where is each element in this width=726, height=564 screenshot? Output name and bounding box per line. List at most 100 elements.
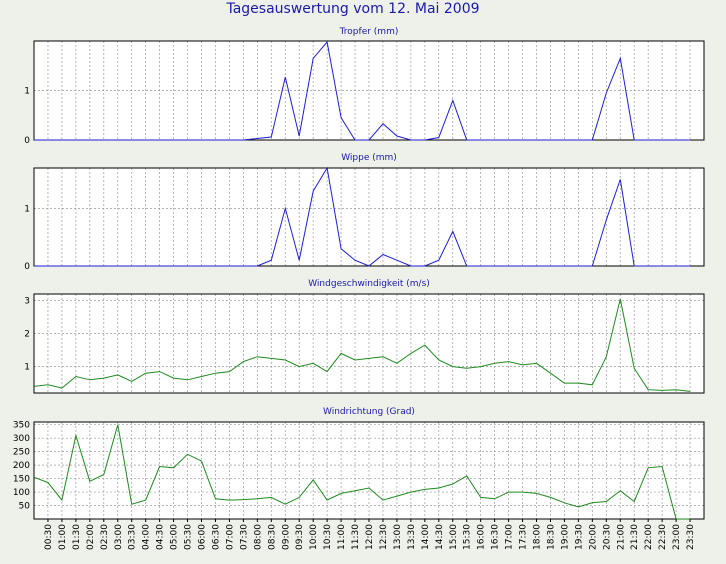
data-point (577, 265, 579, 267)
data-point (186, 139, 188, 141)
y-tick-label: 2 (24, 330, 30, 340)
x-tick-label: 08:30 (267, 524, 277, 550)
data-point (619, 178, 621, 180)
data-point (591, 139, 593, 141)
x-tick-label: 23:30 (686, 524, 696, 550)
data-point (521, 265, 523, 267)
data-point (493, 265, 495, 267)
data-point (591, 502, 593, 504)
series-line (33, 298, 691, 392)
data-point (256, 137, 258, 139)
y-tick-label: 1 (24, 204, 30, 214)
data-point (144, 372, 146, 374)
y-tick-label: 0 (24, 262, 30, 272)
data-point (326, 41, 328, 43)
data-point (61, 139, 63, 141)
data-point (633, 265, 635, 267)
data-point (507, 265, 509, 267)
data-point (507, 491, 509, 493)
data-point (242, 265, 244, 267)
data-point (438, 359, 440, 361)
data-point (186, 453, 188, 455)
data-point (424, 344, 426, 346)
x-tick-label: 04:30 (156, 524, 166, 550)
x-tick-label: 12:30 (379, 524, 389, 550)
data-point (619, 298, 621, 300)
data-point (284, 503, 286, 505)
data-point (270, 357, 272, 359)
data-point (312, 362, 314, 364)
data-point (396, 259, 398, 261)
x-tick-label: 04:00 (142, 524, 152, 550)
data-point (396, 135, 398, 137)
data-point (661, 465, 663, 467)
data-point (563, 265, 565, 267)
x-tick-label: 09:00 (281, 524, 291, 550)
data-point (382, 499, 384, 501)
data-point (382, 356, 384, 358)
data-point (577, 382, 579, 384)
plot-frame (33, 293, 705, 394)
x-tick-label: 20:00 (588, 524, 598, 550)
data-point (172, 265, 174, 267)
chart-panel-2: Wippe (mm) 0 1 (24, 153, 705, 272)
data-point (270, 259, 272, 261)
data-point (186, 379, 188, 381)
data-point (368, 139, 370, 141)
data-point (228, 370, 230, 372)
x-tick-label: 21:00 (616, 524, 626, 550)
data-point (479, 139, 481, 141)
data-point (605, 356, 607, 358)
x-tick-label: 22:00 (644, 524, 654, 550)
data-point (89, 139, 91, 141)
data-point (647, 467, 649, 469)
data-point (549, 139, 551, 141)
data-point (535, 139, 537, 141)
y-tick-label: 250 (13, 448, 30, 458)
y-tick-label: 350 (13, 421, 30, 431)
data-point (424, 265, 426, 267)
data-point (61, 265, 63, 267)
x-tick-label: 15:30 (463, 524, 473, 550)
data-point (47, 481, 49, 483)
data-point (75, 139, 77, 141)
data-point (424, 139, 426, 141)
x-tick-label: 07:00 (225, 524, 235, 550)
data-point (312, 190, 314, 192)
data-point (214, 265, 216, 267)
data-point (438, 259, 440, 261)
data-point (312, 57, 314, 59)
data-point (466, 367, 468, 369)
data-point (521, 139, 523, 141)
data-point (396, 495, 398, 497)
data-point (117, 265, 119, 267)
x-tick-label: 05:30 (184, 524, 194, 550)
x-tick-label: 11:30 (351, 524, 361, 550)
data-point (298, 496, 300, 498)
data-point (535, 265, 537, 267)
data-point (563, 382, 565, 384)
x-tick-label: 01:30 (72, 524, 82, 550)
data-point (200, 375, 202, 377)
x-tick-label: 14:30 (435, 524, 445, 550)
x-tick-label: 16:00 (477, 524, 487, 550)
data-point (75, 265, 77, 267)
x-tick-label: 11:00 (337, 524, 347, 550)
data-point (452, 230, 454, 232)
data-point (228, 265, 230, 267)
data-point (172, 377, 174, 379)
data-point (438, 136, 440, 138)
x-tick-label: 21:30 (630, 524, 640, 550)
data-point (144, 265, 146, 267)
data-point (535, 362, 537, 364)
x-tick-label: 10:00 (309, 524, 319, 550)
data-point (605, 500, 607, 502)
data-point (354, 259, 356, 261)
data-point (144, 139, 146, 141)
x-tick-label: 05:00 (170, 524, 180, 550)
x-tick-label: 06:30 (212, 524, 222, 550)
data-point (47, 139, 49, 141)
x-tick-label: 22:30 (658, 524, 668, 550)
data-point (410, 139, 412, 141)
data-point (410, 352, 412, 354)
